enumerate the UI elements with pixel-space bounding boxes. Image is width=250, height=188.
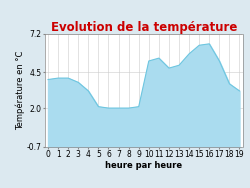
X-axis label: heure par heure: heure par heure bbox=[105, 161, 182, 170]
Y-axis label: Température en °C: Température en °C bbox=[16, 51, 25, 130]
Title: Evolution de la température: Evolution de la température bbox=[50, 21, 237, 34]
